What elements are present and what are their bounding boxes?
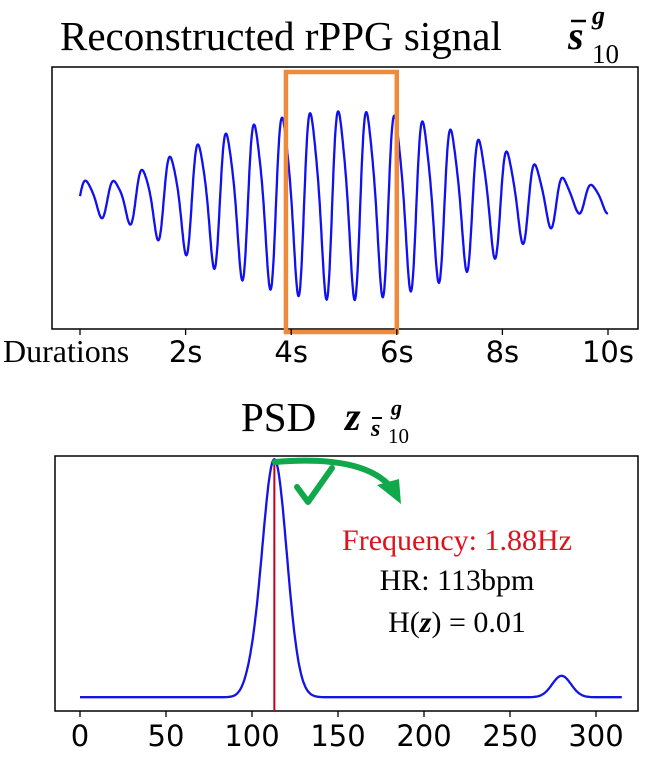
psd-series-line: [79, 458, 623, 699]
psd-x-tick-label: 0: [71, 719, 89, 753]
rppg-highlight-box: [283, 69, 400, 335]
rppg-x-ticks: 2s 4s 6s 8s 10s: [79, 329, 634, 369]
rppg-title-symbol-base: s: [567, 13, 584, 58]
rppg-x-tick-label: 10s: [582, 335, 634, 369]
psd-x-tick-label: 300: [568, 719, 623, 753]
psd-title-symbol-base: z: [343, 394, 361, 439]
psd-entropy-annotation: H(z) = 0.01: [388, 606, 526, 639]
psd-x-tick-label: 150: [310, 719, 365, 753]
psd-x-tick-label: 50: [148, 719, 185, 753]
rppg-chart: Reconstructed rPPG signal s g 10 2s 4s 6s 8…: [3, 1, 639, 369]
rppg-title-symbol-sub: 10: [592, 39, 619, 69]
rppg-title-symbol: s g 10: [567, 1, 619, 69]
psd-chart: PSD z s g 10 Frequency: 1.88Hz HR: 113bp…: [54, 394, 639, 753]
psd-x-ticks: 0 50 100 150 200 250 300: [71, 711, 624, 753]
psd-title-symbol-sub-base: s: [370, 416, 380, 442]
psd-entropy-suffix: ) = 0.01: [431, 606, 525, 639]
psd-title-symbol-sub-sup: g: [390, 395, 402, 420]
curved-arrow-icon: [272, 457, 392, 488]
psd-title-symbol-sub-sub: 10: [388, 424, 409, 448]
psd-x-tick-label: 100: [224, 719, 279, 753]
rppg-axes-frame: [51, 66, 639, 330]
check-icon: [294, 465, 335, 505]
rppg-x-tick-label: 4s: [274, 335, 308, 369]
psd-title-symbol: z s g 10: [343, 394, 409, 448]
arrowhead-icon: [377, 479, 401, 504]
rppg-x-tick-label: 2s: [169, 335, 203, 369]
rppg-x-axis-label: Durations: [3, 333, 129, 369]
psd-chart-title: PSD: [241, 394, 316, 440]
psd-entropy-symbol: z: [419, 606, 432, 639]
rppg-series-line: [78, 110, 609, 302]
psd-x-tick-label: 200: [396, 719, 451, 753]
rppg-x-tick-label: 6s: [380, 335, 414, 369]
psd-frequency-annotation: Frequency: 1.88Hz: [342, 524, 572, 557]
psd-x-tick-label: 250: [482, 719, 537, 753]
psd-axes-frame: [54, 455, 639, 712]
psd-entropy-prefix: H(: [388, 606, 420, 639]
rppg-x-tick-label: 8s: [486, 335, 520, 369]
rppg-title-symbol-sup: g: [591, 1, 605, 30]
rppg-chart-title: Reconstructed rPPG signal: [60, 13, 502, 59]
psd-hr-annotation: HR: 113bpm: [380, 564, 535, 597]
